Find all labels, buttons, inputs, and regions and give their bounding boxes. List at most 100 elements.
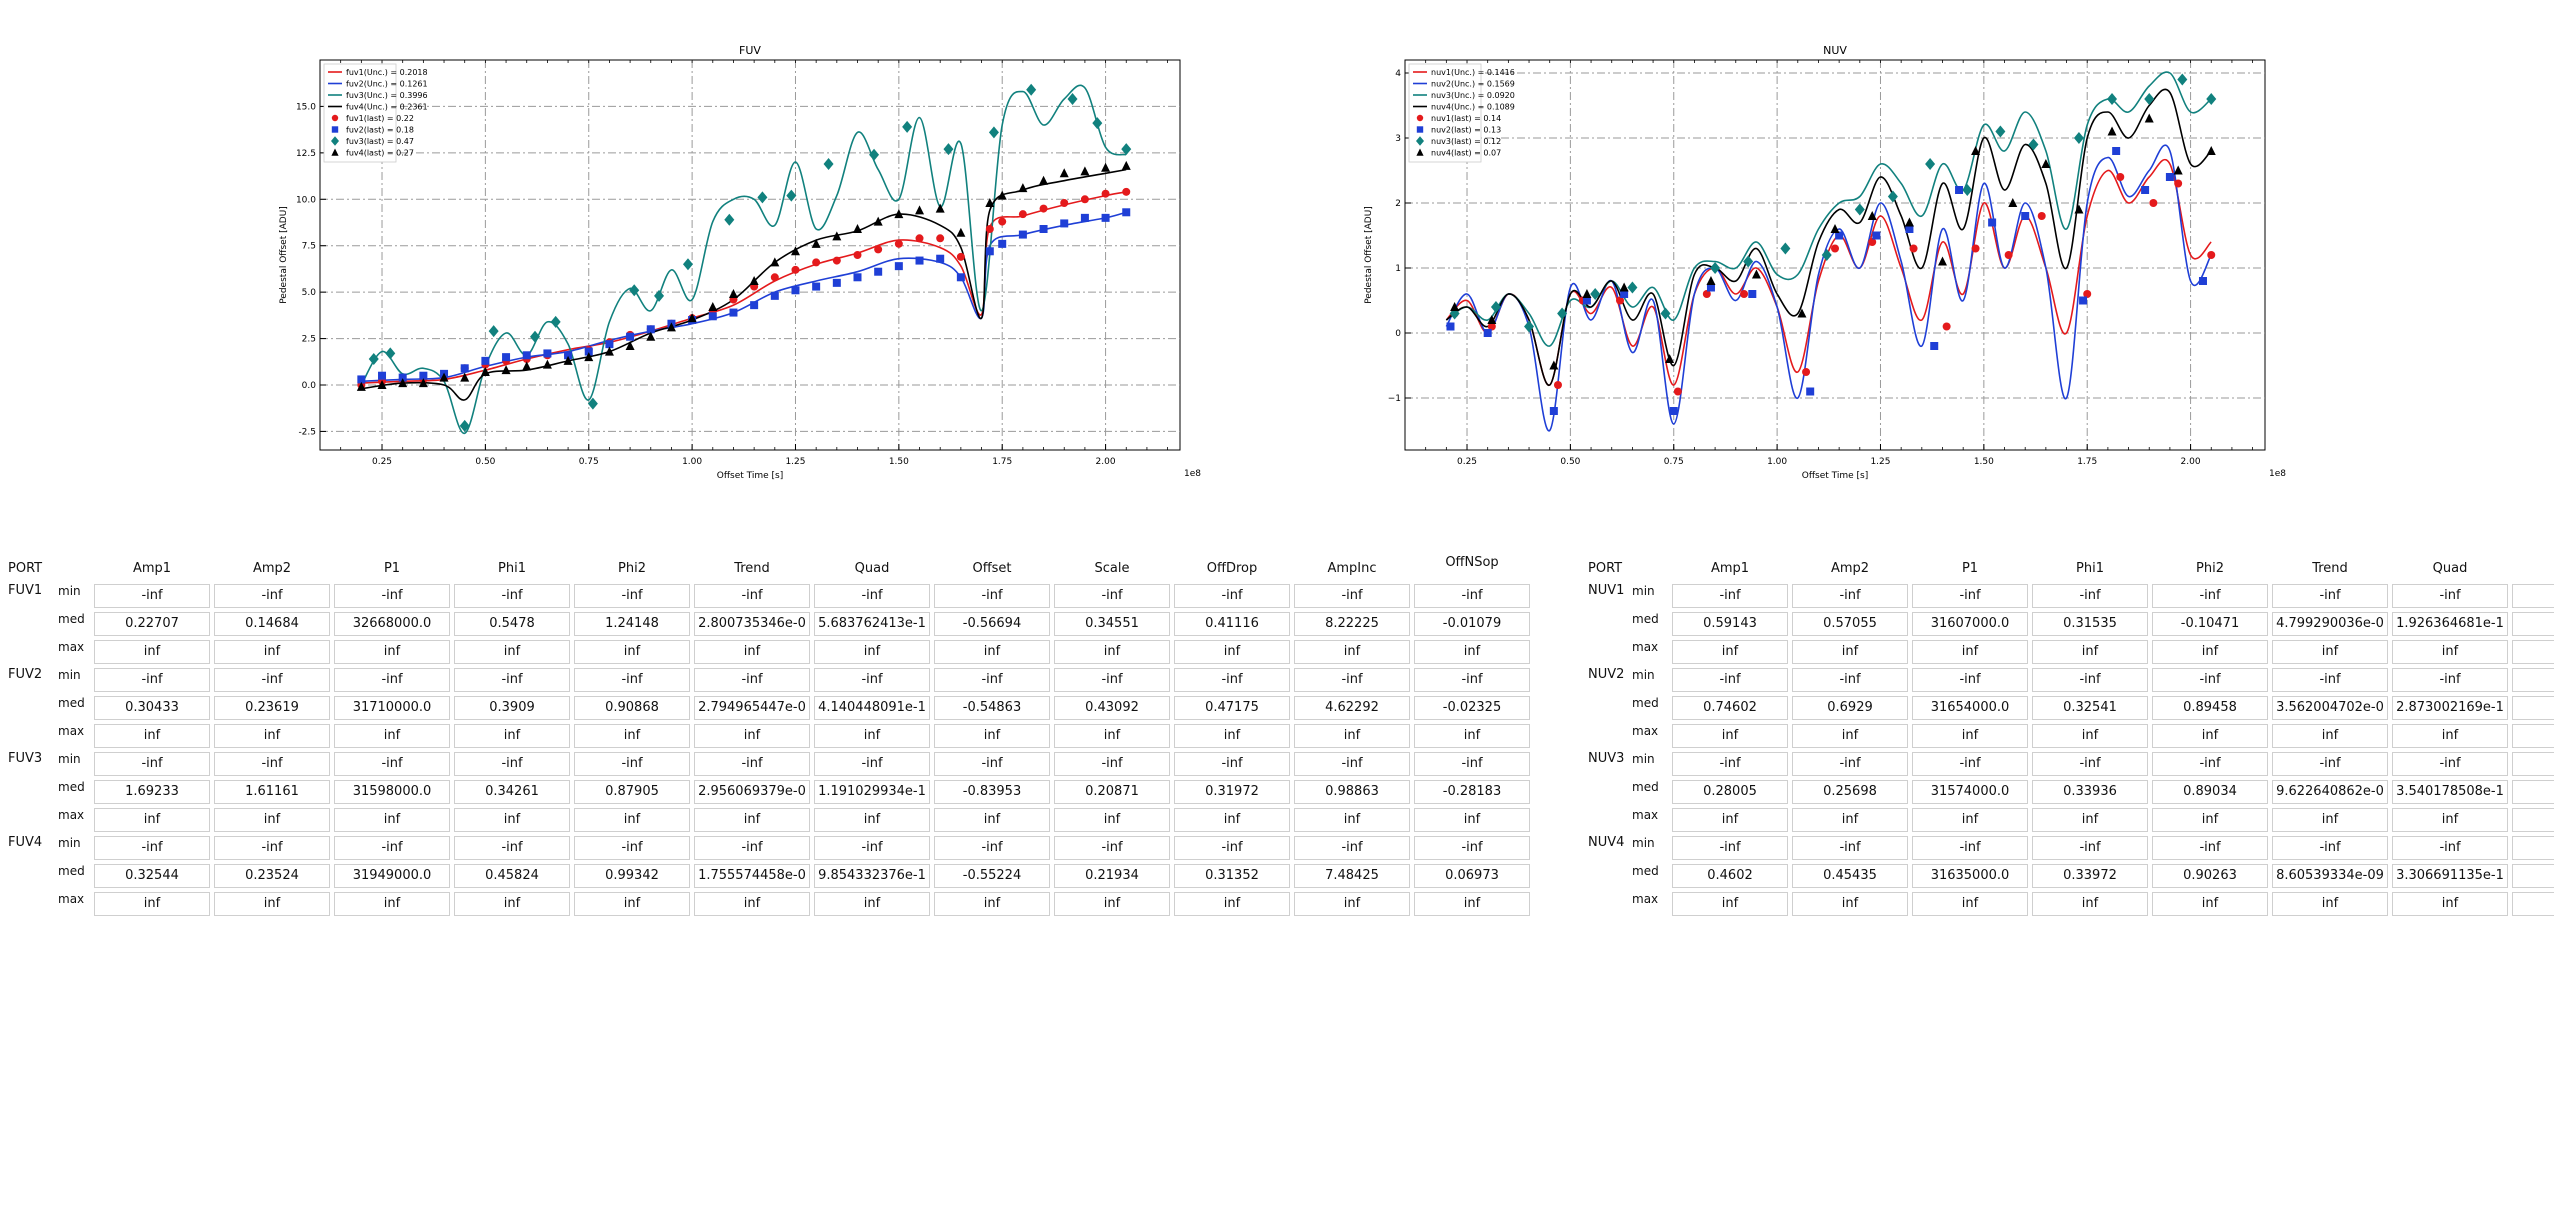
nuv-value-field[interactable]: -inf: [2152, 584, 2268, 608]
fuv-value-field[interactable]: -inf: [574, 752, 690, 776]
fuv-value-field[interactable]: -inf: [1294, 584, 1410, 608]
fuv-value-field[interactable]: 0.41116: [1174, 612, 1290, 636]
fuv-value-field[interactable]: 1.755574458e-0: [694, 864, 810, 888]
nuv-value-field[interactable]: -inf: [2032, 836, 2148, 860]
nuv-value-field[interactable]: 31574000.0: [1912, 780, 2028, 804]
nuv-value-field[interactable]: 0.25698: [1792, 780, 1908, 804]
fuv-value-field[interactable]: inf: [334, 892, 450, 916]
nuv-value-field[interactable]: -inf: [2272, 752, 2388, 776]
fuv-value-field[interactable]: inf: [1294, 808, 1410, 832]
nuv-value-field[interactable]: -0.2: [2512, 696, 2554, 720]
fuv-value-field[interactable]: inf: [1174, 724, 1290, 748]
fuv-value-field[interactable]: 0.31352: [1174, 864, 1290, 888]
nuv-value-field[interactable]: 0.32541: [2032, 696, 2148, 720]
fuv-value-field[interactable]: inf: [214, 640, 330, 664]
fuv-value-field[interactable]: 1.24148: [574, 612, 690, 636]
nuv-value-field[interactable]: inf: [2032, 724, 2148, 748]
fuv-value-field[interactable]: -inf: [454, 668, 570, 692]
fuv-value-field[interactable]: -inf: [1294, 836, 1410, 860]
fuv-value-field[interactable]: -inf: [1054, 752, 1170, 776]
fuv-value-field[interactable]: -inf: [1294, 752, 1410, 776]
fuv-value-field[interactable]: -inf: [334, 752, 450, 776]
nuv-value-field[interactable]: 3.540178508e-1: [2392, 780, 2508, 804]
fuv-value-field[interactable]: -inf: [934, 836, 1050, 860]
nuv-value-field[interactable]: inf: [2152, 892, 2268, 916]
nuv-value-field[interactable]: inf: [2152, 724, 2268, 748]
fuv-value-field[interactable]: -0.02325: [1414, 696, 1530, 720]
nuv-value-field[interactable]: 0.31535: [2032, 612, 2148, 636]
nuv-value-field[interactable]: -inf: [1792, 836, 1908, 860]
fuv-value-field[interactable]: -inf: [454, 584, 570, 608]
nuv-value-field[interactable]: 1.926364681e-1: [2392, 612, 2508, 636]
nuv-value-field[interactable]: -inf: [1672, 752, 1788, 776]
nuv-value-field[interactable]: -inf: [1792, 752, 1908, 776]
nuv-value-field[interactable]: -inf: [1912, 836, 2028, 860]
nuv-value-field[interactable]: inf: [2272, 892, 2388, 916]
nuv-value-field[interactable]: inf: [2392, 724, 2508, 748]
fuv-value-field[interactable]: -0.56694: [934, 612, 1050, 636]
fuv-value-field[interactable]: inf: [1054, 724, 1170, 748]
nuv-value-field[interactable]: inf: [1672, 724, 1788, 748]
fuv-value-field[interactable]: inf: [1414, 808, 1530, 832]
fuv-value-field[interactable]: inf: [1054, 640, 1170, 664]
fuv-value-field[interactable]: -inf: [1054, 668, 1170, 692]
nuv-value-field[interactable]: inf: [1792, 892, 1908, 916]
nuv-value-field[interactable]: 8.60539334e-09: [2272, 864, 2388, 888]
fuv-value-field[interactable]: -0.28183: [1414, 780, 1530, 804]
fuv-value-field[interactable]: -inf: [1174, 668, 1290, 692]
fuv-value-field[interactable]: 0.23619: [214, 696, 330, 720]
fuv-value-field[interactable]: -inf: [94, 752, 210, 776]
fuv-value-field[interactable]: inf: [574, 892, 690, 916]
nuv-value-field[interactable]: inf: [2272, 724, 2388, 748]
fuv-value-field[interactable]: -inf: [1294, 668, 1410, 692]
fuv-value-field[interactable]: 1.69233: [94, 780, 210, 804]
fuv-value-field[interactable]: -inf: [1414, 752, 1530, 776]
fuv-value-field[interactable]: -inf: [814, 668, 930, 692]
nuv-value-field[interactable]: inf: [1672, 640, 1788, 664]
nuv-value-field[interactable]: 0.89458: [2152, 696, 2268, 720]
nuv-value-field[interactable]: inf: [1912, 892, 2028, 916]
nuv-value-field[interactable]: -0.2: [2512, 864, 2554, 888]
fuv-value-field[interactable]: -inf: [814, 752, 930, 776]
nuv-value-field[interactable]: -inf: [2152, 836, 2268, 860]
fuv-value-field[interactable]: -inf: [1414, 836, 1530, 860]
nuv-value-field[interactable]: 0.4602: [1672, 864, 1788, 888]
fuv-value-field[interactable]: inf: [1294, 724, 1410, 748]
fuv-value-field[interactable]: 8.22225: [1294, 612, 1410, 636]
fuv-value-field[interactable]: 31710000.0: [334, 696, 450, 720]
nuv-value-field[interactable]: -inf: [1672, 836, 1788, 860]
fuv-value-field[interactable]: -0.54863: [934, 696, 1050, 720]
nuv-value-field[interactable]: -inf: [1912, 668, 2028, 692]
fuv-value-field[interactable]: inf: [94, 892, 210, 916]
fuv-value-field[interactable]: inf: [1294, 892, 1410, 916]
nuv-value-field[interactable]: -inf: [2032, 668, 2148, 692]
fuv-value-field[interactable]: inf: [934, 640, 1050, 664]
fuv-value-field[interactable]: -inf: [214, 836, 330, 860]
fuv-value-field[interactable]: -inf: [814, 836, 930, 860]
nuv-value-field[interactable]: 0.57055: [1792, 612, 1908, 636]
fuv-value-field[interactable]: inf: [1414, 640, 1530, 664]
fuv-value-field[interactable]: 0.06973: [1414, 864, 1530, 888]
fuv-value-field[interactable]: -inf: [454, 752, 570, 776]
fuv-value-field[interactable]: -inf: [1414, 584, 1530, 608]
nuv-value-field[interactable]: -inf: [2032, 584, 2148, 608]
fuv-value-field[interactable]: inf: [1294, 640, 1410, 664]
fuv-value-field[interactable]: -0.55224: [934, 864, 1050, 888]
fuv-value-field[interactable]: 32668000.0: [334, 612, 450, 636]
fuv-value-field[interactable]: inf: [454, 892, 570, 916]
fuv-value-field[interactable]: -inf: [94, 584, 210, 608]
nuv-value-field[interactable]: -inf: [2152, 668, 2268, 692]
nuv-value-field[interactable]: 0.45435: [1792, 864, 1908, 888]
nuv-value-field[interactable]: inf: [2152, 808, 2268, 832]
fuv-value-field[interactable]: -inf: [934, 752, 1050, 776]
fuv-value-field[interactable]: inf: [1174, 808, 1290, 832]
nuv-value-field[interactable]: -inf: [2392, 668, 2508, 692]
fuv-value-field[interactable]: 0.21934: [1054, 864, 1170, 888]
fuv-value-field[interactable]: inf: [1054, 808, 1170, 832]
nuv-value-field[interactable]: -inf: [1672, 584, 1788, 608]
fuv-value-field[interactable]: -inf: [1054, 836, 1170, 860]
fuv-value-field[interactable]: 0.87905: [574, 780, 690, 804]
fuv-value-field[interactable]: 0.47175: [1174, 696, 1290, 720]
nuv-value-field[interactable]: -inf: [2152, 752, 2268, 776]
fuv-value-field[interactable]: -0.83953: [934, 780, 1050, 804]
